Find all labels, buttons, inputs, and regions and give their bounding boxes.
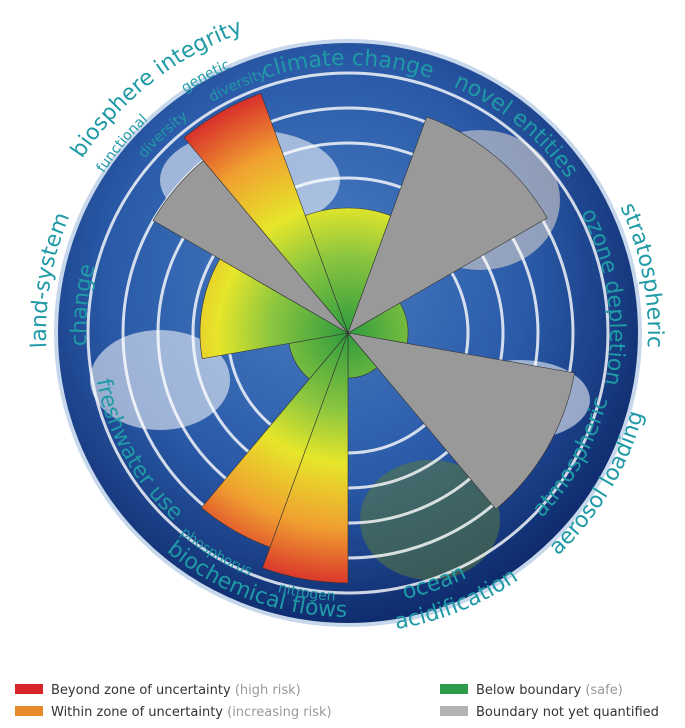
legend-swatch [15, 684, 43, 694]
wedge [347, 116, 548, 334]
legend-label: Within zone of uncertainty [51, 705, 223, 720]
wedge [183, 92, 349, 334]
legend-entry: Within zone of uncertainty (increasing r… [51, 705, 332, 720]
legend-swatch [15, 706, 43, 716]
legend-entry: Below boundary (safe) [476, 683, 623, 698]
wedges [152, 92, 575, 584]
legend-entry: Beyond zone of uncertainty (high risk) [51, 683, 301, 698]
wedge [199, 258, 349, 360]
wedge [201, 332, 349, 548]
legend-note: (high risk) [235, 683, 301, 698]
legend-label: Beyond zone of uncertainty [51, 683, 231, 698]
legend-label: Below boundary [476, 683, 581, 698]
legend: Beyond zone of uncertainty (high risk) Wi… [15, 683, 659, 720]
wedge [304, 207, 392, 334]
legend-note: (safe) [585, 683, 622, 698]
legend-swatch [440, 706, 468, 716]
ring [86, 71, 610, 595]
wedge [347, 332, 575, 510]
legend-note: (increasing risk) [227, 705, 331, 720]
wedge [262, 332, 349, 584]
legend-entry: Boundary not yet quantified [476, 705, 659, 720]
legend-swatch [440, 684, 468, 694]
legend-label: Boundary not yet quantified [476, 705, 659, 720]
